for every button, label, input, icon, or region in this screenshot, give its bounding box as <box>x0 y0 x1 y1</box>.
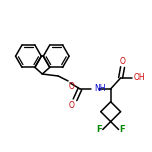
Text: O: O <box>120 57 126 66</box>
Text: F: F <box>120 125 125 134</box>
Text: NH: NH <box>94 84 105 93</box>
Text: O: O <box>69 82 75 91</box>
Text: F: F <box>96 125 102 134</box>
Text: O: O <box>68 101 74 110</box>
Text: OH: OH <box>133 73 145 83</box>
